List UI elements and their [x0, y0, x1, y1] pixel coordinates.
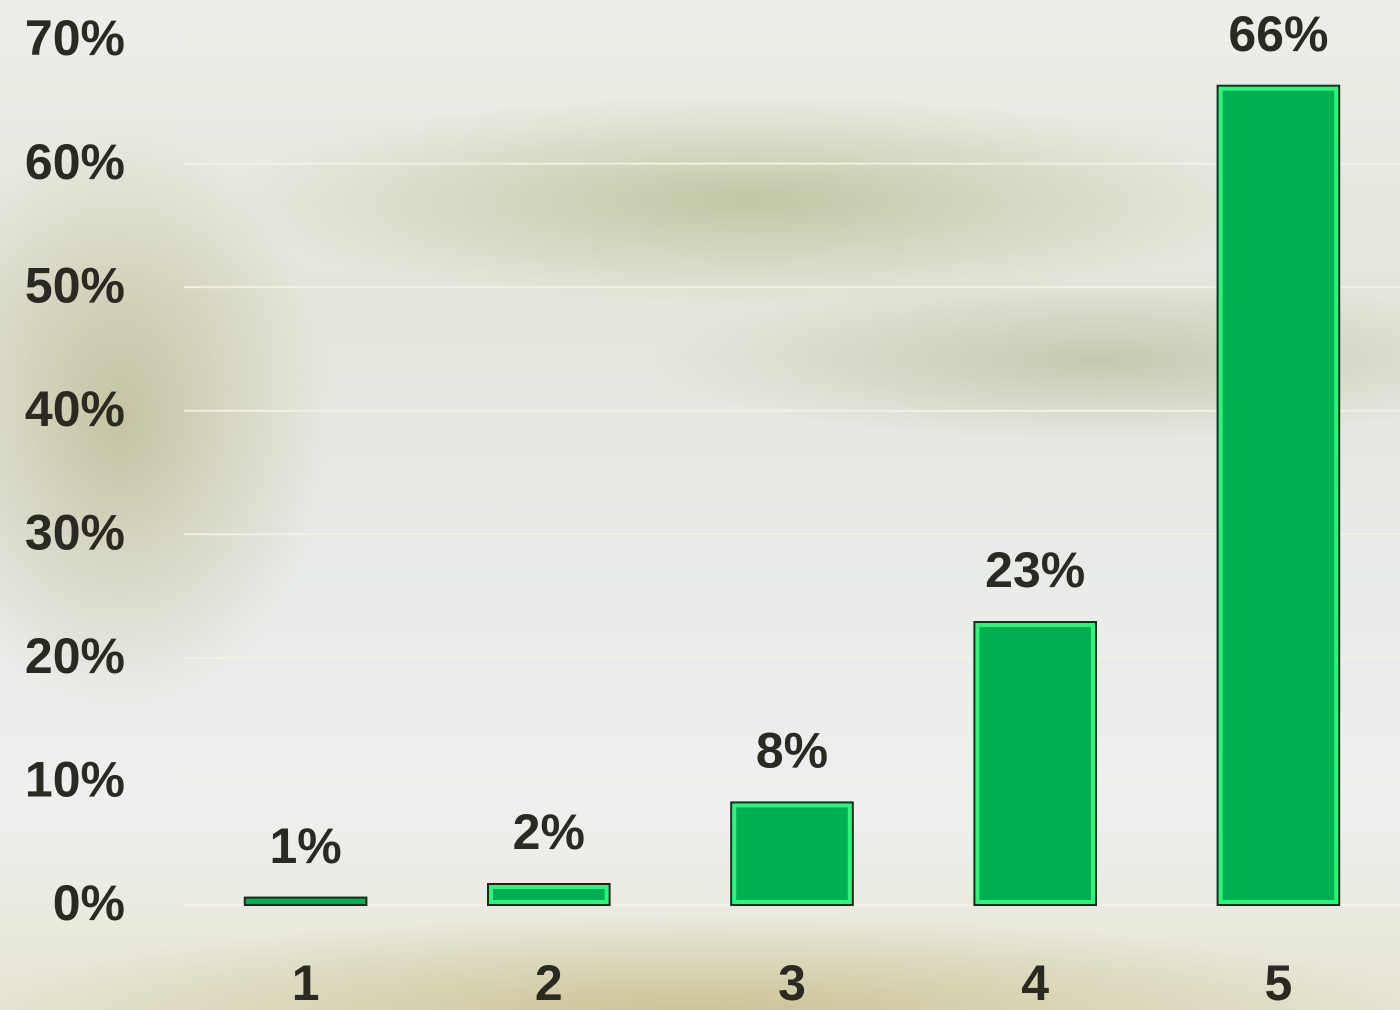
x-tick-label: 3 [778, 955, 806, 1010]
y-tick-label: 40% [25, 381, 125, 437]
bar [973, 621, 1098, 906]
bar-highlight [489, 884, 609, 905]
y-tick-label: 70% [25, 10, 125, 66]
y-tick-label: 10% [25, 752, 125, 808]
y-tick-label: 50% [25, 257, 125, 313]
x-tick-label: 4 [1021, 955, 1049, 1010]
data-label: 66% [1228, 6, 1328, 62]
data-label: 2% [513, 804, 585, 860]
bar-highlight [975, 623, 1096, 904]
x-tick-label: 2 [535, 955, 563, 1010]
data-label: 23% [985, 542, 1085, 598]
data-label: 1% [269, 818, 341, 874]
bar-highlight [1218, 86, 1339, 904]
bar [1216, 84, 1341, 906]
y-tick-label: 30% [25, 504, 125, 560]
y-tick-label: 0% [53, 875, 125, 931]
data-label: 8% [756, 723, 828, 779]
y-tick-label: 60% [25, 134, 125, 190]
bar [487, 882, 611, 907]
y-tick-label: 20% [25, 628, 125, 684]
x-tick-label: 5 [1264, 955, 1292, 1010]
x-tick-label: 1 [292, 955, 320, 1010]
bar-highlight [732, 803, 852, 905]
bar [730, 801, 854, 907]
bar [243, 896, 368, 906]
